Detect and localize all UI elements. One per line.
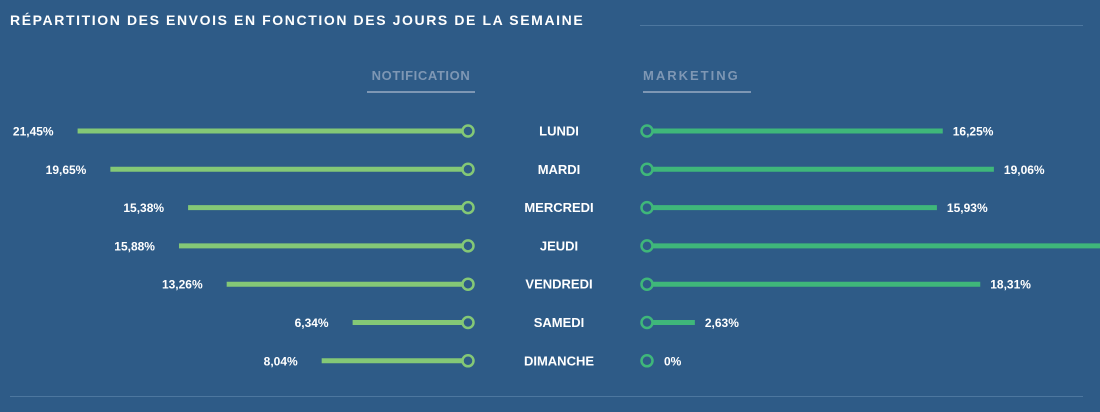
marketing-marker-jeudi [640,239,654,253]
notification-value-label-mercredi: 15,38% [123,201,164,215]
notification-marker-samedi [461,315,475,330]
series-header-notification: NOTIFICATION [367,68,475,93]
notification-marker-lundi [461,124,475,138]
notification-marker-mardi [461,162,475,177]
marketing-value-label-dimanche: 0% [664,354,682,368]
notification-marker-jeudi [461,239,475,253]
marketing-value-label-samedi: 2,63% [705,316,739,330]
notification-value-label-vendredi: 13,26% [162,278,203,292]
marketing-value-label-mercredi: 15,93% [947,201,988,215]
notification-marker-dimanche [461,354,475,368]
series-header-marketing: MARKETING [643,68,751,93]
marketing-marker-dimanche [640,354,654,368]
marketing-marker-samedi [640,315,654,330]
category-label-jeudi: JEUDI [540,238,578,253]
category-label-mardi: MARDI [538,162,581,177]
title-divider [640,25,1083,26]
notification-marker-vendredi [461,277,475,291]
chart-title: RÉPARTITION DES ENVOIS EN FONCTION DES J… [10,12,585,28]
notification-value-label-lundi: 21,45% [13,125,54,139]
category-label-lundi: LUNDI [539,124,579,139]
marketing-marker-mercredi [640,200,654,215]
marketing-value-label-vendredi: 18,31% [990,278,1031,292]
category-label-vendredi: VENDREDI [525,277,592,292]
category-label-samedi: SAMEDI [534,315,585,330]
marketing-marker-vendredi [640,277,654,291]
bottom-divider [10,396,1083,397]
notification-value-label-mardi: 19,65% [46,163,87,177]
marketing-marker-lundi [640,124,654,138]
notification-value-label-jeudi: 15,88% [114,239,155,253]
marketing-marker-mardi [640,162,654,177]
category-label-mercredi: MERCREDI [524,200,593,215]
notification-marker-mercredi [461,200,475,215]
category-label-dimanche: DIMANCHE [524,353,594,368]
notification-value-label-samedi: 6,34% [295,316,329,330]
marketing-value-label-lundi: 16,25% [953,125,994,139]
notification-value-label-dimanche: 8,04% [264,354,298,368]
marketing-value-label-mardi: 19,06% [1004,163,1045,177]
